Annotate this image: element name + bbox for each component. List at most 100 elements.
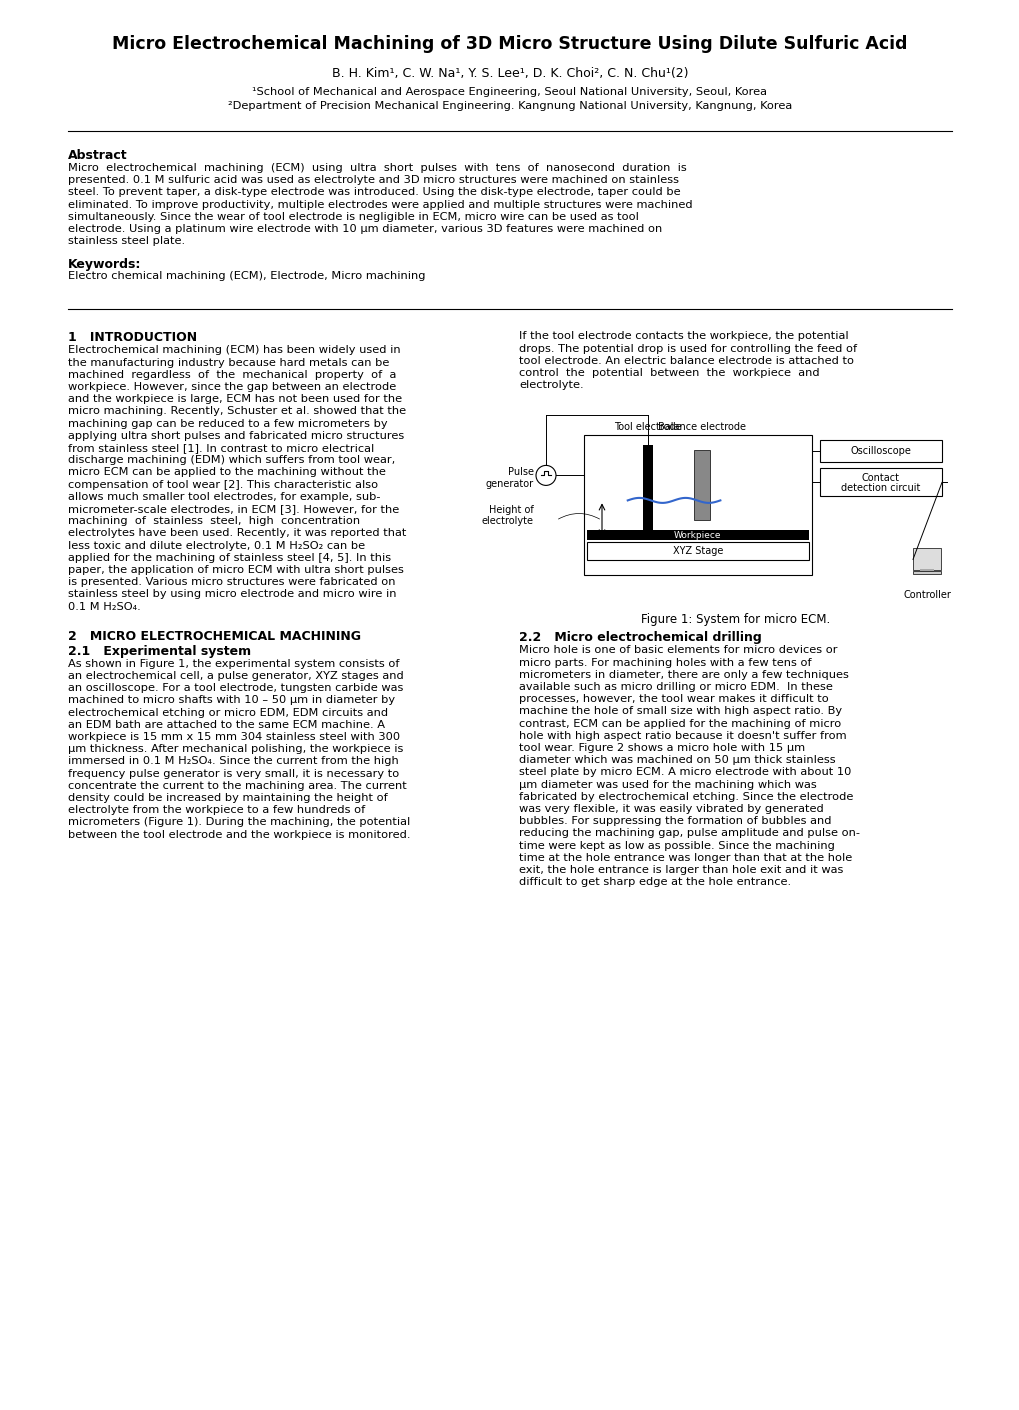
- Text: micrometer-scale electrodes, in ECM [3]. However, for the: micrometer-scale electrodes, in ECM [3].…: [68, 503, 398, 515]
- Text: machine the hole of small size with high aspect ratio. By: machine the hole of small size with high…: [519, 706, 842, 716]
- Text: Figure 1: System for micro ECM.: Figure 1: System for micro ECM.: [640, 613, 829, 626]
- Text: between the tool electrode and the workpiece is monitored.: between the tool electrode and the workp…: [68, 829, 410, 839]
- Text: Keywords:: Keywords:: [68, 258, 142, 271]
- Text: micrometers (Figure 1). During the machining, the potential: micrometers (Figure 1). During the machi…: [68, 818, 410, 828]
- Text: bubbles. For suppressing the formation of bubbles and: bubbles. For suppressing the formation o…: [519, 816, 830, 826]
- Text: machined  regardless  of  the  mechanical  property  of  a: machined regardless of the mechanical pr…: [68, 369, 396, 379]
- Text: steel plate by micro ECM. A micro electrode with about 10: steel plate by micro ECM. A micro electr…: [519, 767, 851, 777]
- Text: an electrochemical cell, a pulse generator, XYZ stages and: an electrochemical cell, a pulse generat…: [68, 671, 404, 681]
- Text: electrochemical etching or micro EDM, EDM circuits and: electrochemical etching or micro EDM, ED…: [68, 708, 388, 718]
- Text: an EDM bath are attached to the same ECM machine. A: an EDM bath are attached to the same ECM…: [68, 719, 384, 730]
- Text: 2.1   Experimental system: 2.1 Experimental system: [68, 644, 251, 658]
- Text: electrolyte from the workpiece to a few hundreds of: electrolyte from the workpiece to a few …: [68, 805, 365, 815]
- Text: processes, however, the tool wear makes it difficult to: processes, however, the tool wear makes …: [519, 694, 828, 704]
- Text: allows much smaller tool electrodes, for example, sub-: allows much smaller tool electrodes, for…: [68, 492, 380, 502]
- Bar: [586, 543, 808, 560]
- Text: drops. The potential drop is used for controlling the feed of: drops. The potential drop is used for co…: [519, 344, 856, 354]
- Text: electrode. Using a platinum wire electrode with 10 μm diameter, various 3D featu: electrode. Using a platinum wire electro…: [68, 224, 661, 234]
- Text: concentrate the current to the machining area. The current: concentrate the current to the machining…: [68, 781, 407, 791]
- Text: micro ECM can be applied to the machining without the: micro ECM can be applied to the machinin…: [68, 467, 385, 478]
- Text: micro parts. For machining holes with a few tens of: micro parts. For machining holes with a …: [519, 657, 811, 667]
- Text: exit, the hole entrance is larger than hole exit and it was: exit, the hole entrance is larger than h…: [519, 864, 843, 876]
- Bar: [694, 450, 709, 520]
- Text: time were kept as low as possible. Since the machining: time were kept as low as possible. Since…: [519, 840, 835, 850]
- Text: If the tool electrode contacts the workpiece, the potential: If the tool electrode contacts the workp…: [519, 331, 848, 341]
- Text: stainless steel by using micro electrode and micro wire in: stainless steel by using micro electrode…: [68, 589, 396, 599]
- Text: Oscilloscope: Oscilloscope: [850, 447, 910, 457]
- Text: density could be increased by maintaining the height of: density could be increased by maintainin…: [68, 792, 387, 804]
- Text: Tool electrode: Tool electrode: [613, 423, 681, 433]
- Text: 1   INTRODUCTION: 1 INTRODUCTION: [68, 331, 197, 344]
- Text: machining gap can be reduced to a few micrometers by: machining gap can be reduced to a few mi…: [68, 419, 387, 429]
- Text: frequency pulse generator is very small, it is necessary to: frequency pulse generator is very small,…: [68, 768, 398, 778]
- Bar: [586, 530, 808, 540]
- Text: Electrochemical machining (ECM) has been widely used in: Electrochemical machining (ECM) has been…: [68, 345, 400, 355]
- Text: compensation of tool wear [2]. This characteristic also: compensation of tool wear [2]. This char…: [68, 479, 378, 489]
- Text: presented. 0.1 M sulfuric acid was used as electrolyte and 3D micro structures w: presented. 0.1 M sulfuric acid was used …: [68, 175, 679, 185]
- Text: and the workpiece is large, ECM has not been used for the: and the workpiece is large, ECM has not …: [68, 395, 401, 405]
- Text: machined to micro shafts with 10 – 50 μm in diameter by: machined to micro shafts with 10 – 50 μm…: [68, 695, 394, 705]
- Text: As shown in Figure 1, the experimental system consists of: As shown in Figure 1, the experimental s…: [68, 658, 399, 668]
- Text: steel. To prevent taper, a disk-type electrode was introduced. Using the disk-ty: steel. To prevent taper, a disk-type ele…: [68, 188, 680, 197]
- Text: contrast, ECM can be applied for the machining of micro: contrast, ECM can be applied for the mac…: [519, 719, 841, 729]
- Text: 0.1 M H₂SO₄.: 0.1 M H₂SO₄.: [68, 602, 141, 612]
- Text: XYZ Stage: XYZ Stage: [672, 547, 722, 557]
- Text: control  the  potential  between  the  workpiece  and: control the potential between the workpi…: [519, 368, 819, 378]
- Text: less toxic and dilute electrolyte, 0.1 M H₂SO₂ can be: less toxic and dilute electrolyte, 0.1 M…: [68, 540, 365, 550]
- Text: is presented. Various micro structures were fabricated on: is presented. Various micro structures w…: [68, 577, 395, 587]
- Text: electrolyte.: electrolyte.: [519, 381, 583, 391]
- Text: workpiece is 15 mm x 15 mm 304 stainless steel with 300: workpiece is 15 mm x 15 mm 304 stainless…: [68, 732, 399, 742]
- Text: Pulse
generator: Pulse generator: [485, 467, 534, 489]
- Text: Abstract: Abstract: [68, 149, 127, 162]
- Text: immersed in 0.1 M H₂SO₄. Since the current from the high: immersed in 0.1 M H₂SO₄. Since the curre…: [68, 756, 398, 767]
- Text: B. H. Kim¹, C. W. Na¹, Y. S. Lee¹, D. K. Choi², C. N. Chu¹(2): B. H. Kim¹, C. W. Na¹, Y. S. Lee¹, D. K.…: [331, 68, 688, 80]
- Text: Micro  electrochemical  machining  (ECM)  using  ultra  short  pulses  with  ten: Micro electrochemical machining (ECM) us…: [68, 164, 686, 173]
- Text: 2   MICRO ELECTROCHEMICAL MACHINING: 2 MICRO ELECTROCHEMICAL MACHINING: [68, 630, 361, 643]
- Text: micrometers in diameter, there are only a few techniques: micrometers in diameter, there are only …: [519, 670, 848, 680]
- Text: tool wear. Figure 2 shows a micro hole with 15 μm: tool wear. Figure 2 shows a micro hole w…: [519, 743, 804, 753]
- Text: detection circuit: detection circuit: [841, 484, 919, 494]
- Text: micro machining. Recently, Schuster et al. showed that the: micro machining. Recently, Schuster et a…: [68, 406, 406, 416]
- Text: electrolytes have been used. Recently, it was reported that: electrolytes have been used. Recently, i…: [68, 529, 406, 539]
- Bar: [819, 440, 942, 462]
- Bar: [642, 446, 652, 530]
- Text: diameter which was machined on 50 μm thick stainless: diameter which was machined on 50 μm thi…: [519, 756, 835, 766]
- Bar: [912, 548, 941, 571]
- Text: ¹School of Mechanical and Aerospace Engineering, Seoul National University, Seou: ¹School of Mechanical and Aerospace Engi…: [253, 87, 766, 97]
- Text: applied for the machining of stainless steel [4, 5]. In this: applied for the machining of stainless s…: [68, 553, 390, 563]
- Text: fabricated by electrochemical etching. Since the electrode: fabricated by electrochemical etching. S…: [519, 792, 853, 802]
- Text: simultaneously. Since the wear of tool electrode is negligible in ECM, micro wir: simultaneously. Since the wear of tool e…: [68, 212, 638, 221]
- Text: Contact: Contact: [861, 474, 899, 484]
- Text: paper, the application of micro ECM with ultra short pulses: paper, the application of micro ECM with…: [68, 565, 404, 575]
- Bar: [912, 571, 941, 574]
- Text: applying ultra short pulses and fabricated micro structures: applying ultra short pulses and fabricat…: [68, 431, 404, 441]
- Text: machining  of  stainless  steel,  high  concentration: machining of stainless steel, high conce…: [68, 516, 360, 526]
- Text: the manufacturing industry because hard metals can be: the manufacturing industry because hard …: [68, 358, 389, 368]
- Text: 2.2   Micro electrochemical drilling: 2.2 Micro electrochemical drilling: [519, 632, 761, 644]
- Text: Electro chemical machining (ECM), Electrode, Micro machining: Electro chemical machining (ECM), Electr…: [68, 271, 425, 282]
- Text: available such as micro drilling or micro EDM.  In these: available such as micro drilling or micr…: [519, 682, 833, 692]
- Text: μm thickness. After mechanical polishing, the workpiece is: μm thickness. After mechanical polishing…: [68, 744, 403, 754]
- Text: was very flexible, it was easily vibrated by generated: was very flexible, it was easily vibrate…: [519, 804, 823, 814]
- Text: μm diameter was used for the machining which was: μm diameter was used for the machining w…: [519, 780, 816, 790]
- Text: hole with high aspect ratio because it doesn't suffer from: hole with high aspect ratio because it d…: [519, 730, 846, 740]
- Text: ²Department of Precision Mechanical Engineering. Kangnung National University, K: ²Department of Precision Mechanical Engi…: [227, 102, 792, 111]
- Text: workpiece. However, since the gap between an electrode: workpiece. However, since the gap betwee…: [68, 382, 395, 392]
- Text: from stainless steel [1]. In contrast to micro electrical: from stainless steel [1]. In contrast to…: [68, 443, 374, 453]
- Text: eliminated. To improve productivity, multiple electrodes were applied and multip: eliminated. To improve productivity, mul…: [68, 200, 692, 210]
- Text: Controller: Controller: [902, 591, 950, 601]
- Bar: [819, 468, 942, 496]
- Bar: [584, 436, 811, 575]
- Text: Micro hole is one of basic elements for micro devices or: Micro hole is one of basic elements for …: [519, 646, 837, 656]
- Text: Workpiece: Workpiece: [674, 532, 720, 540]
- Text: an oscilloscope. For a tool electrode, tungsten carbide was: an oscilloscope. For a tool electrode, t…: [68, 684, 403, 694]
- Text: tool electrode. An electric balance electrode is attached to: tool electrode. An electric balance elec…: [519, 355, 853, 365]
- Text: reducing the machining gap, pulse amplitude and pulse on-: reducing the machining gap, pulse amplit…: [519, 829, 859, 839]
- Text: Micro Electrochemical Machining of 3D Micro Structure Using Dilute Sulfuric Acid: Micro Electrochemical Machining of 3D Mi…: [112, 35, 907, 54]
- Text: difficult to get sharp edge at the hole entrance.: difficult to get sharp edge at the hole …: [519, 877, 791, 887]
- Text: Height of
electrolyte: Height of electrolyte: [482, 505, 534, 526]
- Text: stainless steel plate.: stainless steel plate.: [68, 237, 184, 247]
- Text: Balance electrode: Balance electrode: [657, 423, 746, 433]
- Text: time at the hole entrance was longer than that at the hole: time at the hole entrance was longer tha…: [519, 853, 852, 863]
- Bar: [919, 570, 933, 572]
